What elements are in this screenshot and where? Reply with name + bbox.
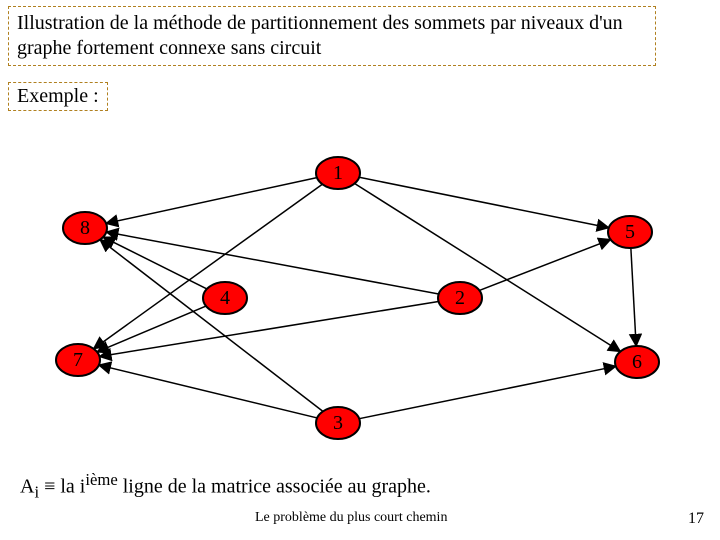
edge-1-5 — [359, 177, 609, 227]
caption-equiv: ≡ la i — [39, 476, 85, 498]
edge-4-7 — [97, 306, 206, 352]
node-label-5: 5 — [625, 221, 635, 243]
node-label-1: 1 — [333, 162, 343, 184]
edge-5-6 — [631, 248, 636, 346]
node-label-6: 6 — [632, 351, 642, 373]
caption-suffix: ligne de la matrice associée au graphe. — [118, 476, 431, 498]
graph-diagram: 1 8 5 4 2 7 6 3 — [0, 0, 720, 540]
page-number: 17 — [688, 510, 704, 528]
node-label-8: 8 — [80, 217, 90, 239]
matrix-caption: Ai ≡ la iième ligne de la matrice associ… — [20, 470, 431, 503]
edge-2-5 — [479, 240, 610, 291]
edge-3-6 — [359, 366, 616, 418]
node-label-2: 2 — [455, 287, 465, 309]
caption-sup: ième — [85, 470, 117, 489]
footer-text: Le problème du plus court chemin — [255, 510, 447, 526]
node-label-4: 4 — [220, 287, 230, 309]
edge-1-8 — [106, 178, 317, 224]
edge-3-7 — [99, 365, 317, 418]
edge-1-6 — [355, 183, 621, 351]
caption-A: A — [20, 476, 34, 498]
node-label-3: 3 — [333, 412, 343, 434]
node-label-7: 7 — [73, 349, 83, 371]
